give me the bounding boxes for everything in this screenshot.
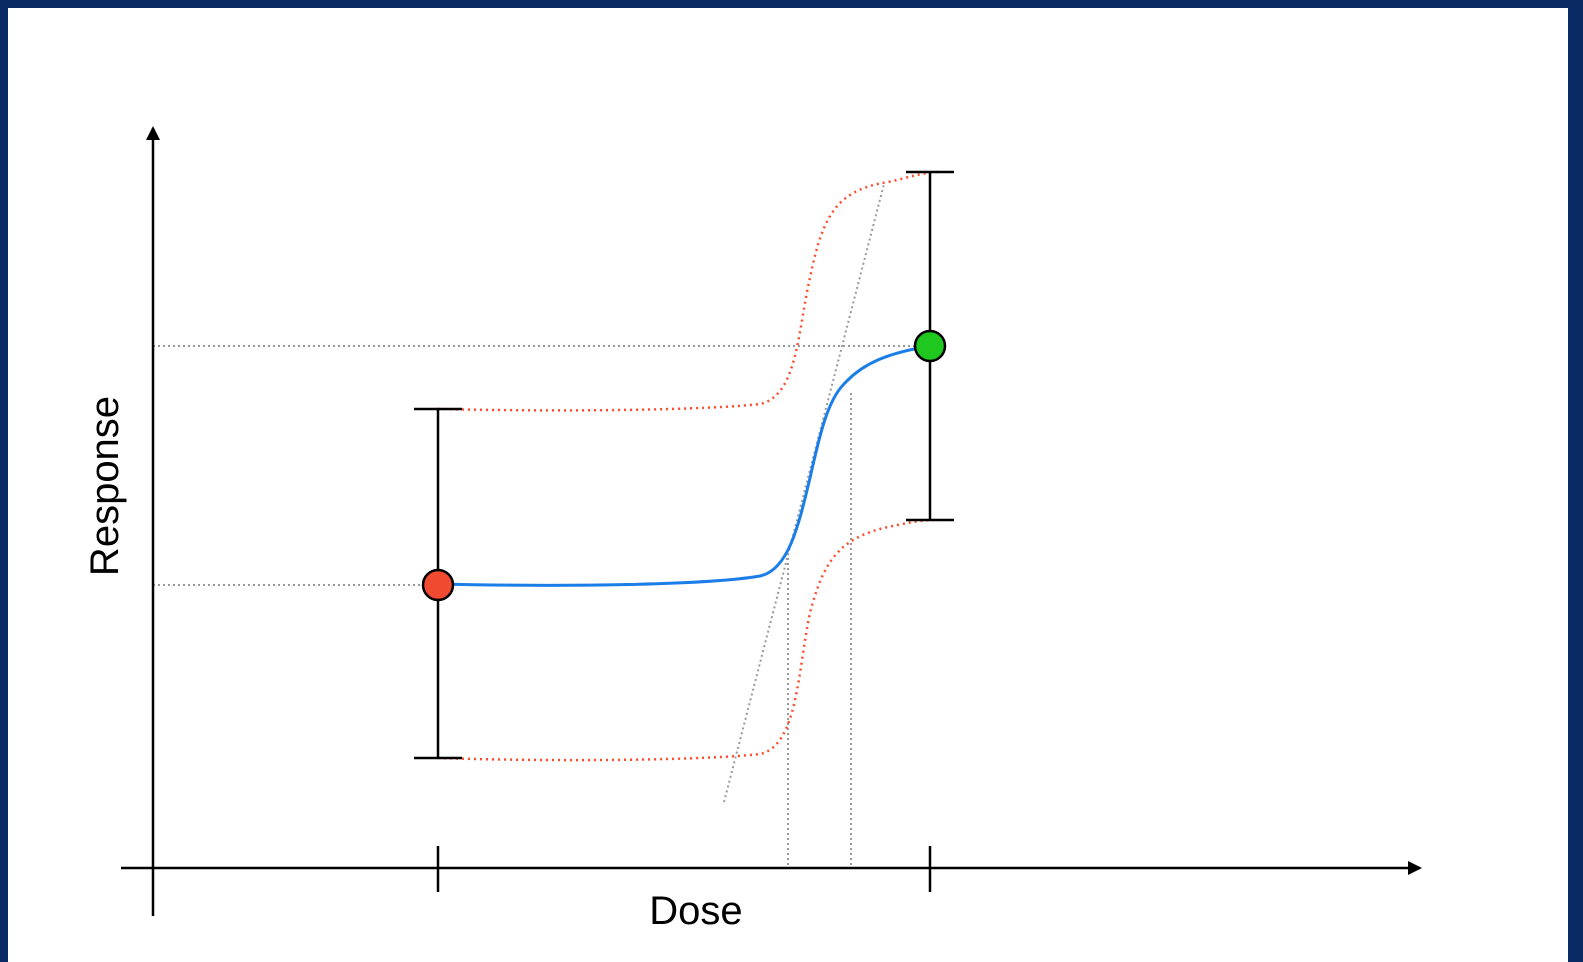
fitted-dose-response-curve [437, 344, 931, 587]
high-dose-point [913, 329, 947, 363]
upper-confidence-bound [437, 170, 939, 412]
tangent-line [723, 183, 885, 803]
low-dose-point [421, 568, 455, 602]
diagram-canvas: Dose Response [8, 8, 1568, 962]
y-axis-label: Response [83, 396, 127, 576]
lower-confidence-bound [437, 518, 939, 762]
dose-response-diagram: Dose Response [83, 126, 1422, 933]
x-axis-label: Dose [649, 889, 742, 933]
